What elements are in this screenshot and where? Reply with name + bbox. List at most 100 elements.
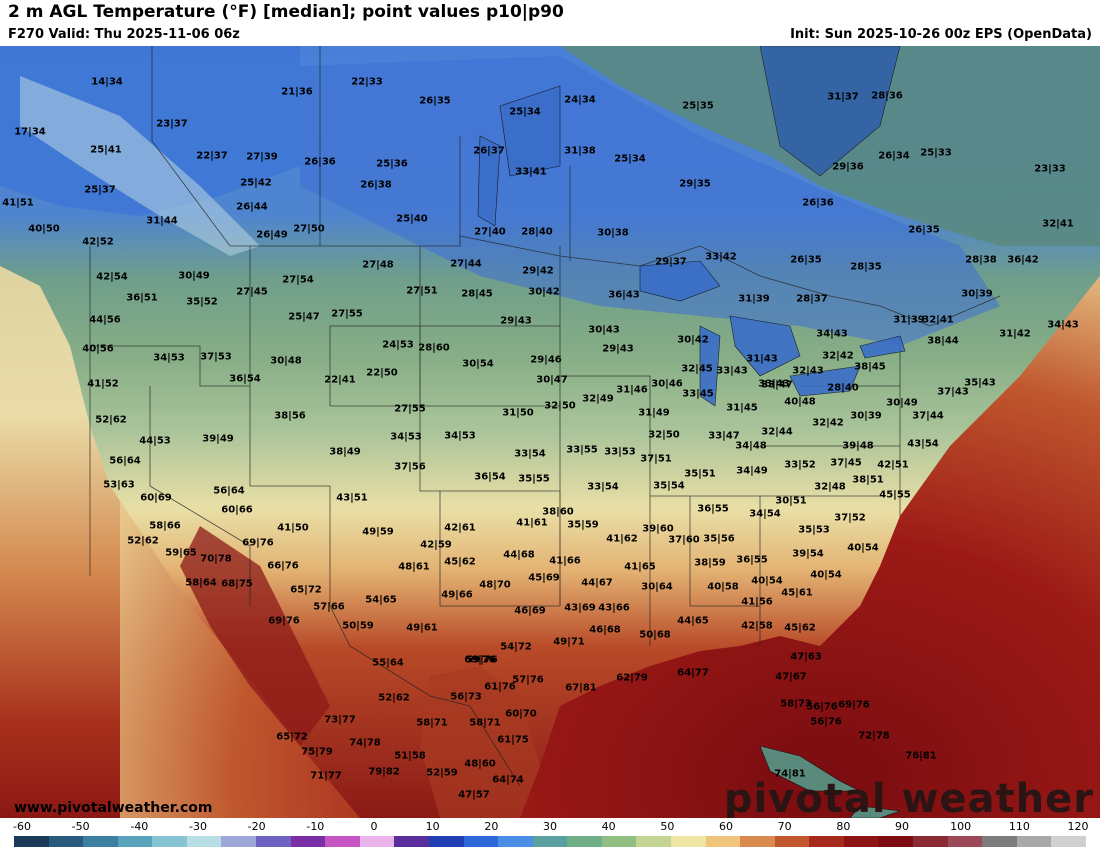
- point-value: 33|41: [515, 166, 547, 178]
- point-value: 79|82: [368, 766, 400, 778]
- point-value: 61|75: [497, 734, 529, 746]
- point-value: 25|47: [288, 311, 320, 323]
- legend-swatch: [290, 836, 326, 847]
- point-value: 69|76: [838, 699, 870, 711]
- point-value: 72|78: [858, 730, 890, 742]
- legend-swatch: [152, 836, 187, 847]
- point-value: 22|33: [351, 76, 383, 88]
- point-value: 50|59: [342, 620, 374, 632]
- legend-tick: 30: [543, 820, 557, 833]
- point-value: 35|59: [567, 519, 599, 531]
- point-value: 23|33: [1034, 163, 1066, 175]
- point-value: 25|41: [90, 144, 122, 156]
- point-value: 31|50: [502, 407, 534, 419]
- point-value: 53|63: [103, 479, 135, 491]
- point-value: 31|43: [746, 353, 778, 365]
- point-value: 34|54: [749, 508, 781, 520]
- point-value: 38|60: [542, 506, 574, 518]
- point-value: 34|43: [1047, 319, 1079, 331]
- point-value: 44|67: [581, 577, 613, 589]
- legend-tick: 100: [950, 820, 972, 833]
- point-value: 69|76: [464, 654, 496, 666]
- legend-swatch: [83, 836, 118, 847]
- point-value: 40|50: [28, 223, 60, 235]
- point-value: 31|39: [893, 314, 925, 326]
- point-value: 40|56: [82, 343, 114, 355]
- point-value: 27|39: [246, 151, 278, 163]
- point-value: 37|44: [912, 410, 944, 422]
- point-value: 33|43: [716, 365, 748, 377]
- point-value: 28|35: [850, 261, 882, 273]
- legend-tick: 40: [601, 820, 616, 833]
- point-value: 43|54: [907, 438, 939, 450]
- point-value: 37|51: [640, 453, 672, 465]
- point-value: 65|72: [290, 584, 322, 596]
- point-value: 37|45: [830, 457, 862, 469]
- point-value: 69|76: [242, 537, 274, 549]
- point-value: 31|49: [638, 407, 670, 419]
- point-value: 30|51: [775, 495, 807, 507]
- map-header: 2 m AGL Temperature (°F) [median]; point…: [0, 0, 1100, 46]
- point-value: 32|49: [582, 393, 614, 405]
- legend-swatch: [843, 836, 879, 847]
- point-value: 27|55: [394, 403, 426, 415]
- temperature-field: [0, 46, 1100, 818]
- point-value: 35|51: [684, 468, 716, 480]
- point-value: 32|42: [812, 417, 844, 429]
- point-value: 36|51: [126, 292, 158, 304]
- point-value: 29|36: [832, 161, 864, 173]
- point-value: 27|40: [474, 226, 506, 238]
- point-value: 22|37: [196, 150, 228, 162]
- point-value: 59|76: [466, 654, 498, 666]
- point-value: 45|69: [528, 572, 560, 584]
- point-value: 27|50: [293, 223, 325, 235]
- point-value: 30|48: [270, 355, 302, 367]
- legend-tick: -50: [71, 820, 90, 833]
- point-value: 27|55: [331, 308, 363, 320]
- point-value: 71|77: [310, 770, 342, 782]
- legend-tick: 70: [777, 820, 792, 833]
- point-value: 30|46: [651, 378, 683, 390]
- legend-swatch: [48, 836, 84, 847]
- point-value: 26|36: [802, 197, 834, 209]
- legend-swatch: [636, 836, 671, 847]
- point-value: 34|43: [816, 328, 848, 340]
- point-value: 45|61: [781, 587, 813, 599]
- legend-tick: -30: [189, 820, 207, 833]
- point-value: 34|53: [444, 430, 476, 442]
- point-value: 34|53: [153, 352, 185, 364]
- point-value: 25|33: [920, 147, 952, 159]
- point-value: 25|36: [376, 158, 408, 170]
- point-value: 42|51: [877, 459, 909, 471]
- point-value: 32|41: [1042, 218, 1074, 230]
- legend-ticks: -60 -50 -40 -30 -20 -10 0 10 20 30 40 50 60 70 80 90 100…: [0, 820, 1100, 834]
- point-value: 38|45: [854, 361, 886, 373]
- legend-swatch: [913, 836, 948, 847]
- point-value: 34|48: [735, 440, 767, 452]
- point-value: 39|54: [792, 548, 824, 560]
- point-value: 24|34: [564, 94, 596, 106]
- legend-tick: -60: [13, 820, 31, 833]
- point-value: 68|75: [221, 578, 253, 590]
- point-value: 26|38: [360, 179, 392, 191]
- legend-tick: 80: [836, 820, 851, 833]
- point-value: 23|37: [156, 118, 188, 130]
- point-value: 33|52: [784, 459, 816, 471]
- legend-color-bar: [14, 836, 1086, 847]
- point-value: 55|64: [372, 657, 404, 669]
- point-value: 54|72: [500, 641, 532, 653]
- point-value: 36|55: [697, 503, 729, 515]
- point-value: 70|78: [200, 553, 232, 565]
- point-value: 33|53: [604, 446, 636, 458]
- point-value: 48|70: [479, 579, 511, 591]
- point-value: 44|56: [89, 314, 121, 326]
- legend-swatch: [186, 836, 222, 847]
- legend-tick: -40: [130, 820, 149, 833]
- point-value: 41|62: [606, 533, 638, 545]
- point-value: 38|51: [852, 474, 884, 486]
- legend-swatch: [740, 836, 775, 847]
- point-value: 33|54: [514, 448, 546, 460]
- point-value: 30|49: [886, 397, 918, 409]
- point-value: 33|45: [682, 388, 714, 400]
- point-value: 51|58: [394, 750, 426, 762]
